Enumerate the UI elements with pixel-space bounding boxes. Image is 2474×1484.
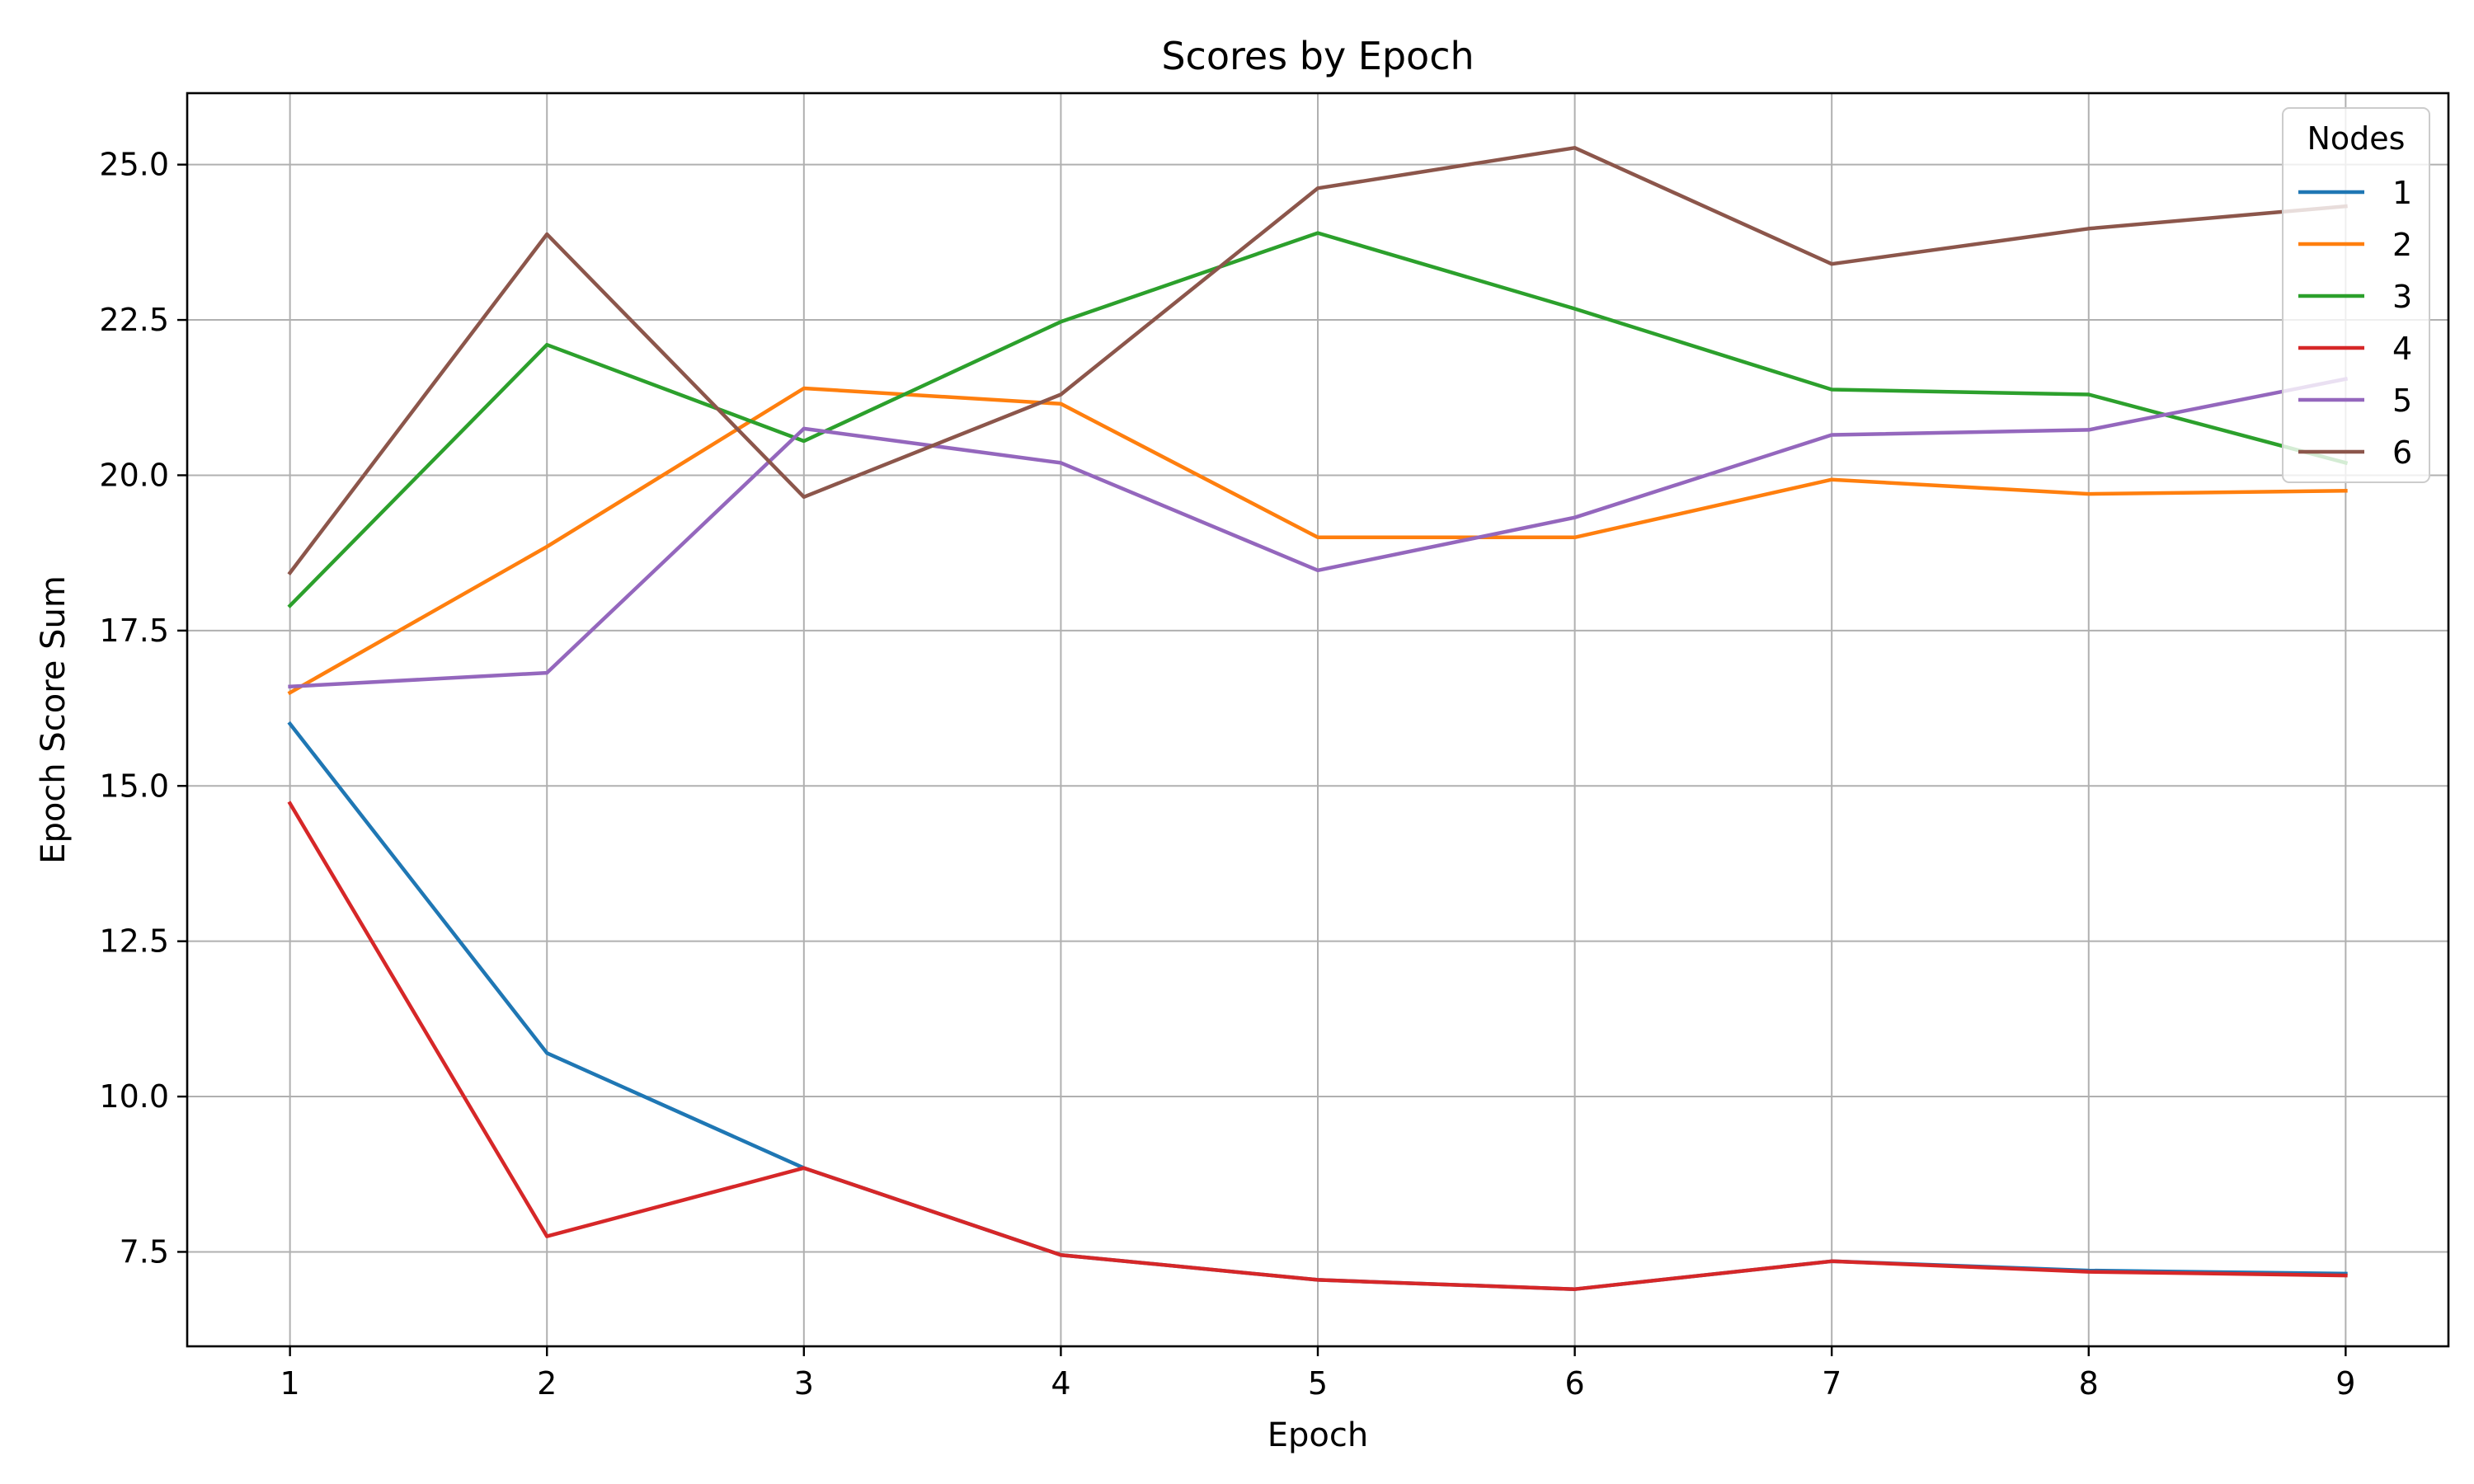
legend-label-3: 3 bbox=[2392, 279, 2412, 315]
series-line-4 bbox=[287, 801, 2348, 1291]
legend-label-2: 2 bbox=[2392, 227, 2412, 263]
legend: Nodes 1 2 3 4 5 6 bbox=[2282, 107, 2430, 483]
x-tick-label: 9 bbox=[2335, 1365, 2355, 1402]
y-tick-label: 17.5 bbox=[99, 613, 169, 649]
x-axis-label: Epoch bbox=[1268, 1416, 1368, 1454]
legend-label-1: 1 bbox=[2392, 175, 2412, 211]
series-line-3 bbox=[287, 231, 2349, 608]
y-tick-label: 15.0 bbox=[99, 768, 169, 804]
series-line-5 bbox=[288, 377, 2349, 689]
x-tick-label: 4 bbox=[1051, 1365, 1070, 1402]
legend-label-5: 5 bbox=[2392, 383, 2412, 419]
legend-label-6: 6 bbox=[2392, 434, 2412, 471]
x-tick-label: 2 bbox=[537, 1365, 557, 1402]
legend-label-4: 4 bbox=[2392, 331, 2412, 367]
y-tick-label: 7.5 bbox=[120, 1233, 169, 1270]
x-tick-label: 3 bbox=[794, 1365, 814, 1402]
y-tick-label: 10.0 bbox=[99, 1078, 169, 1115]
y-tick-label: 20.0 bbox=[99, 457, 169, 493]
grid bbox=[187, 93, 2448, 1346]
y-tick-label: 12.5 bbox=[99, 923, 169, 960]
x-tick-label: 8 bbox=[2079, 1365, 2099, 1402]
y-tick-label: 25.0 bbox=[99, 147, 169, 183]
legend-entries: 1 2 3 4 5 6 bbox=[2298, 175, 2412, 471]
axis-ticks: 1 2 3 4 5 6 7 8 9 7.5 10.0 12.5 15.0 17.5 20.0 22.5 25.0 bbox=[99, 147, 2355, 1402]
x-tick-label: 5 bbox=[1308, 1365, 1328, 1402]
x-tick-label: 7 bbox=[1822, 1365, 1841, 1402]
series-line-2 bbox=[287, 386, 2348, 696]
x-tick-label: 1 bbox=[280, 1365, 300, 1402]
series-line-6 bbox=[287, 146, 2348, 575]
x-tick-label: 6 bbox=[1564, 1365, 1584, 1402]
legend-title: Nodes bbox=[2307, 120, 2406, 157]
chart-title: Scores by Epoch bbox=[1161, 34, 1474, 78]
y-tick-label: 22.5 bbox=[99, 302, 169, 338]
series-lines bbox=[287, 146, 2349, 1291]
y-axis-label: Epoch Score Sum bbox=[35, 575, 73, 864]
